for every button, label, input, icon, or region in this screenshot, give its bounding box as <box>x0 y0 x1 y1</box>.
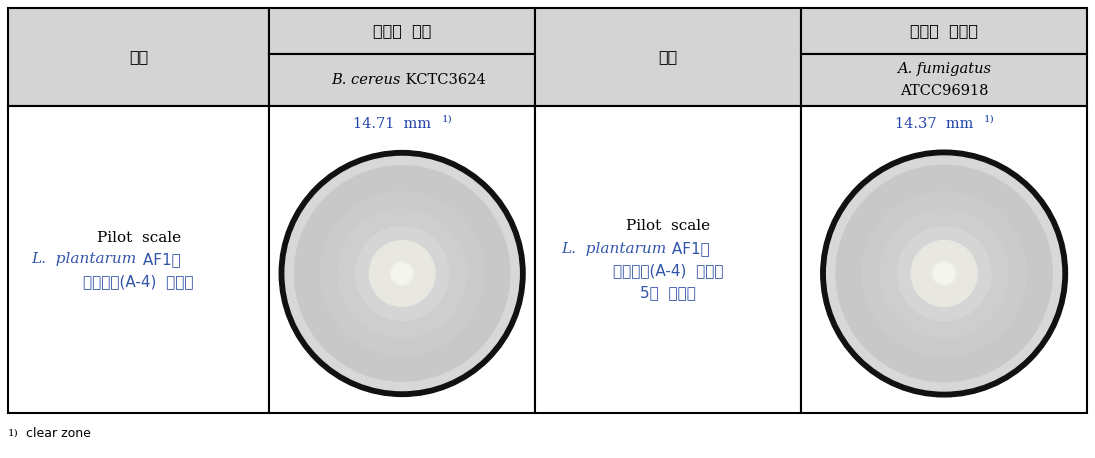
Circle shape <box>369 241 435 306</box>
Text: 감수성  세균: 감수성 세균 <box>373 23 431 38</box>
Circle shape <box>921 250 968 297</box>
Bar <box>535 106 802 413</box>
Circle shape <box>379 250 426 297</box>
Text: L.  plantarum: L. plantarum <box>32 252 137 267</box>
Text: L.  plantarum: L. plantarum <box>561 241 666 256</box>
Text: 식용배지(A-4)  배양액: 식용배지(A-4) 배양액 <box>613 263 724 278</box>
Text: 14.37  mm: 14.37 mm <box>895 117 973 131</box>
Circle shape <box>320 191 484 355</box>
Text: 5배  농축물: 5배 농축물 <box>641 285 696 300</box>
Text: Pilot  scale: Pilot scale <box>626 219 711 234</box>
Bar <box>802 54 1087 106</box>
Circle shape <box>391 262 414 285</box>
Text: 1): 1) <box>441 114 452 124</box>
Circle shape <box>369 241 435 306</box>
Text: Pilot  scale: Pilot scale <box>96 230 181 245</box>
Circle shape <box>897 227 991 321</box>
Circle shape <box>862 191 1026 356</box>
Text: 식용배지(A-4)  배양액: 식용배지(A-4) 배양액 <box>83 274 194 289</box>
Bar <box>8 106 269 413</box>
Circle shape <box>934 263 954 284</box>
Bar <box>535 8 802 106</box>
Circle shape <box>392 263 412 284</box>
Circle shape <box>295 166 510 381</box>
Text: AF1의: AF1의 <box>667 241 710 256</box>
Circle shape <box>356 227 449 320</box>
Circle shape <box>285 157 519 391</box>
Bar <box>8 8 269 106</box>
Text: B. cereus: B. cereus <box>331 73 400 87</box>
Text: A. fumigatus: A. fumigatus <box>897 62 991 76</box>
Bar <box>269 54 535 106</box>
Circle shape <box>932 262 956 285</box>
Bar <box>269 106 535 413</box>
Bar <box>269 8 535 54</box>
Circle shape <box>827 156 1061 391</box>
Text: 샘플: 샘플 <box>129 49 148 65</box>
Circle shape <box>837 165 1052 382</box>
Bar <box>802 8 1087 54</box>
Circle shape <box>821 150 1068 397</box>
Text: 샘플: 샘플 <box>658 49 678 65</box>
Circle shape <box>337 209 466 338</box>
Text: 1): 1) <box>983 114 994 124</box>
Text: 감수성  곰팡이: 감수성 곰팡이 <box>910 23 978 38</box>
Text: 14.71  mm: 14.71 mm <box>353 117 431 131</box>
Text: ATCC96918: ATCC96918 <box>900 84 989 98</box>
Circle shape <box>279 151 526 397</box>
Text: KCTC3624: KCTC3624 <box>401 73 486 87</box>
Circle shape <box>879 209 1008 338</box>
Circle shape <box>911 240 977 306</box>
Text: AF1의: AF1의 <box>138 252 181 267</box>
Text: 1): 1) <box>8 429 19 438</box>
Text: clear zone: clear zone <box>18 427 91 440</box>
Circle shape <box>911 240 977 306</box>
Bar <box>802 106 1087 413</box>
